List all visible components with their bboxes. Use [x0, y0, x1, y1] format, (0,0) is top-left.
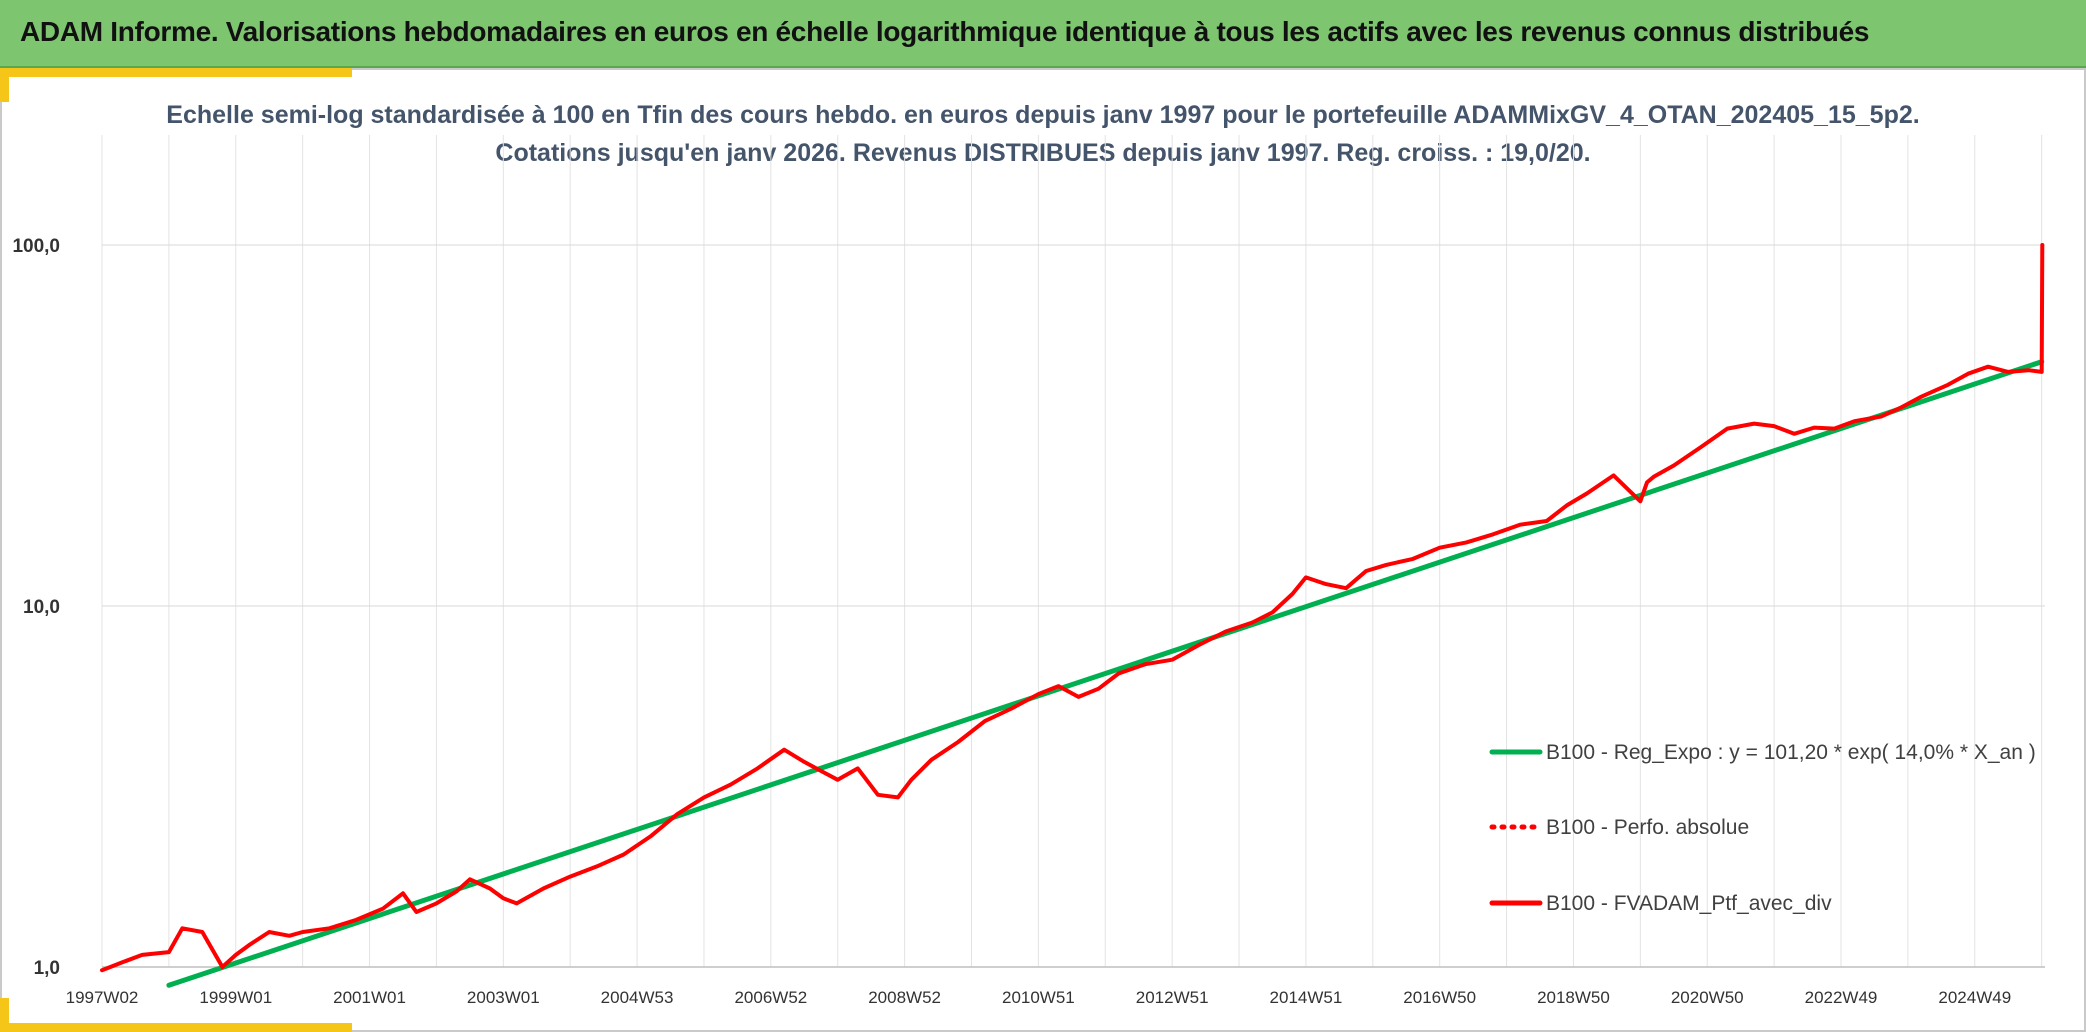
- x-tick-label: 1997W02: [66, 988, 139, 1007]
- y-tick-label: 10,0: [23, 597, 60, 618]
- x-tick-label: 2014W51: [1270, 988, 1343, 1007]
- y-tick-label: 100,0: [12, 236, 60, 257]
- x-tick-label: 2006W52: [734, 988, 807, 1007]
- x-tick-label: 2022W49: [1805, 988, 1878, 1007]
- x-tick-label: 2008W52: [868, 988, 941, 1007]
- series-line-2: [100, 243, 2045, 973]
- x-tick-label: 2016W50: [1403, 988, 1476, 1007]
- x-tick-label: 2018W50: [1537, 988, 1610, 1007]
- x-tick-label: 2020W50: [1671, 988, 1744, 1007]
- accent-bar-bottom: [0, 1023, 352, 1032]
- x-tick-label: 2003W01: [467, 988, 540, 1007]
- legend-label-2: B100 - FVADAM_Ptf_avec_div: [1546, 892, 1832, 915]
- x-tick-label: 1999W01: [199, 988, 272, 1007]
- x-tick-label: 2010W51: [1002, 988, 1075, 1007]
- accent-bar-top: [0, 68, 352, 77]
- x-tick-label: 2024W49: [1938, 988, 2011, 1007]
- chart-frame: [0, 68, 2086, 1032]
- x-tick-label: 2004W53: [601, 988, 674, 1007]
- header-banner: ADAM Informe. Valorisations hebdomadaire…: [0, 0, 2086, 68]
- y-tick-label: 1,0: [34, 958, 60, 979]
- series-line-0: [166, 359, 2045, 988]
- legend-label-1: B100 - Perfo. absolue: [1546, 816, 1749, 839]
- accent-bar-left-bottom: [0, 998, 9, 1032]
- accent-bar-left-top: [0, 68, 9, 102]
- page-title: ADAM Informe. Valorisations hebdomadaire…: [20, 16, 1870, 47]
- chart-title-line2: Cotations jusqu'en janv 2026. Revenus DI…: [495, 139, 1591, 167]
- legend-label-0: B100 - Reg_Expo : y = 101,20 * exp( 14,0…: [1546, 741, 2036, 764]
- x-tick-label: 2012W51: [1136, 988, 1209, 1007]
- x-tick-label: 2001W01: [333, 988, 406, 1007]
- chart-title-line1: Echelle semi-log standardisée à 100 en T…: [166, 101, 1920, 129]
